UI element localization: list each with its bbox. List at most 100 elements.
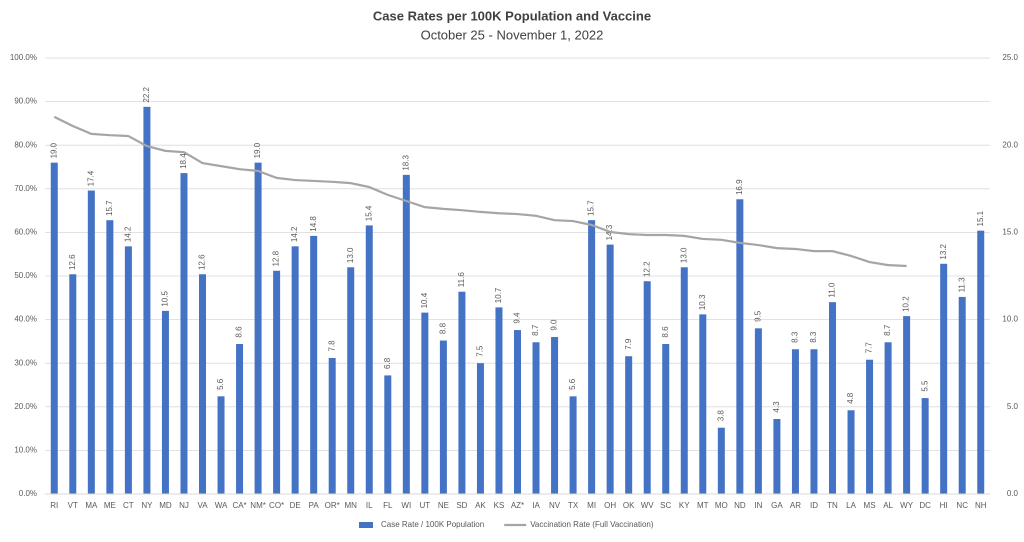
- data-label: 8.6: [661, 326, 670, 338]
- y2-tick-label: 15.0: [1002, 228, 1018, 237]
- y-tick-label: 0.0%: [19, 489, 37, 498]
- data-label: 7.8: [327, 340, 336, 352]
- bar: [680, 267, 688, 494]
- x-tick-label: OK: [623, 501, 635, 510]
- x-tick-label: WV: [641, 501, 655, 510]
- bar: [791, 349, 799, 494]
- data-label: 3.8: [716, 410, 725, 422]
- data-label: 7.9: [624, 338, 633, 350]
- chart-subtitle: October 25 - November 1, 2022: [421, 27, 604, 42]
- data-label: 14.2: [123, 226, 132, 242]
- data-label: 12.6: [198, 254, 207, 270]
- data-label: 22.2: [142, 86, 151, 102]
- data-label: 10.3: [698, 294, 707, 310]
- bar: [754, 328, 762, 494]
- x-tick-label: IA: [532, 501, 540, 510]
- legend-label: Vaccination Rate (Full Vaccination): [530, 520, 654, 529]
- y2-tick-label: 25.0: [1002, 53, 1018, 62]
- bar: [310, 235, 318, 494]
- y-tick-label: 100.0%: [10, 53, 37, 62]
- bar: [569, 396, 577, 494]
- x-tick-label: WA: [215, 501, 228, 510]
- bar: [829, 302, 836, 494]
- bar: [328, 357, 336, 494]
- data-label: 15.1: [976, 210, 985, 226]
- line: [53, 115, 907, 268]
- bar: [384, 375, 392, 494]
- bar: [69, 274, 77, 494]
- legend-swatch: [359, 522, 373, 528]
- data-label: 9.0: [550, 319, 559, 331]
- bar: [921, 398, 929, 494]
- bar: [87, 190, 95, 494]
- bar: [866, 359, 874, 494]
- x-tick-label: AZ*: [511, 501, 524, 510]
- bar: [551, 337, 559, 494]
- bar: [662, 344, 670, 494]
- bar: [50, 162, 58, 494]
- data-label: 11.6: [457, 272, 466, 288]
- x-tick-label: TX: [568, 501, 579, 510]
- x-tick-label: MD: [159, 501, 172, 510]
- x-tick-label: NC: [956, 501, 968, 510]
- x-tick-label: MS: [864, 501, 876, 510]
- chart-title: Case Rates per 100K Population and Vacci…: [373, 8, 651, 23]
- x-tick-label: WI: [401, 501, 411, 510]
- data-label: 10.5: [161, 291, 170, 307]
- bar: [884, 342, 892, 494]
- bar: [699, 314, 707, 494]
- bar: [106, 220, 114, 494]
- data-label: 16.9: [735, 179, 744, 195]
- data-label: 10.4: [420, 292, 429, 308]
- y-tick-label: 10.0%: [14, 446, 37, 455]
- bar: [236, 344, 244, 494]
- x-tick-label: NV: [549, 501, 561, 510]
- x-tick-label: NJ: [179, 501, 189, 510]
- x-tick-label: SD: [456, 501, 467, 510]
- bar: [161, 310, 169, 494]
- x-tick-label: OR*: [325, 501, 340, 510]
- bar: [514, 330, 521, 494]
- x-tick-label: HI: [940, 501, 948, 510]
- x-tick-label: MO: [715, 501, 728, 510]
- x-tick-label: ND: [734, 501, 746, 510]
- x-tick-label: PA: [309, 501, 320, 510]
- data-label: 10.7: [494, 287, 503, 303]
- data-label: 13.0: [346, 247, 355, 263]
- data-label: 12.8: [272, 250, 281, 266]
- x-tick-label: VA: [197, 501, 208, 510]
- data-label: 13.0: [679, 247, 688, 263]
- x-tick-label: IL: [366, 501, 373, 510]
- data-label: 19.0: [253, 142, 262, 158]
- x-tick-label: NY: [141, 501, 153, 510]
- data-label: 14.2: [290, 226, 299, 242]
- bar: [643, 281, 651, 494]
- data-label: 6.8: [383, 357, 392, 369]
- data-label: 5.5: [920, 380, 929, 392]
- bar: [291, 246, 299, 494]
- x-tick-label: KY: [679, 501, 690, 510]
- x-tick-label: NE: [438, 501, 449, 510]
- y-tick-label: 90.0%: [14, 97, 37, 106]
- data-label: 8.6: [235, 326, 244, 338]
- bar: [365, 225, 373, 494]
- data-label: 12.2: [642, 261, 651, 277]
- y-tick-label: 30.0%: [14, 358, 37, 367]
- y-tick-label: 60.0%: [14, 228, 37, 237]
- data-label: 15.7: [587, 200, 596, 216]
- x-tick-label: NH: [975, 501, 987, 510]
- data-label: 8.3: [791, 331, 800, 343]
- bar: [532, 342, 540, 494]
- x-tick-label: AR: [790, 501, 801, 510]
- bar: [773, 419, 781, 494]
- y-tick-label: 50.0%: [14, 271, 37, 280]
- data-label: 10.2: [902, 296, 911, 312]
- bar: [476, 363, 484, 494]
- data-label: 12.6: [68, 254, 77, 270]
- x-tick-label: WY: [900, 501, 914, 510]
- x-tick-label: CT: [123, 501, 134, 510]
- bar: [717, 427, 725, 494]
- x-tick-label: LA: [846, 501, 856, 510]
- y-tick-label: 20.0%: [14, 402, 37, 411]
